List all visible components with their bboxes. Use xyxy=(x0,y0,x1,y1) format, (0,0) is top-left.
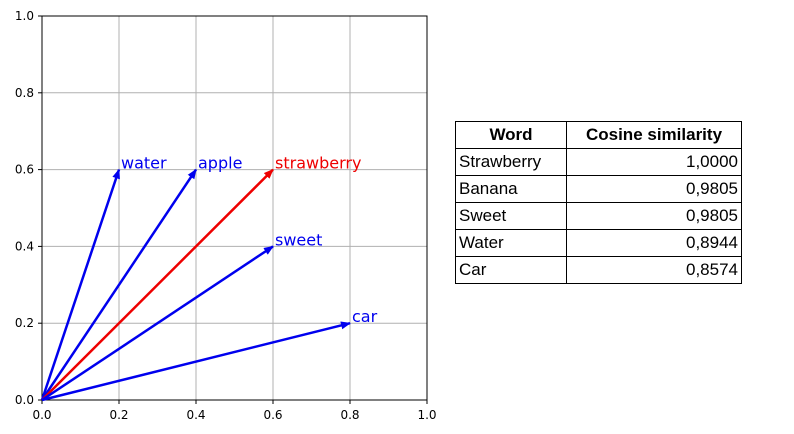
y-tick-label: 0.2 xyxy=(15,316,34,330)
row-similarity: 0,8944 xyxy=(566,229,742,257)
row-similarity: 0,8574 xyxy=(566,256,742,284)
table-row: Sweet 0,9805 xyxy=(455,202,742,230)
vectors: water apple strawberry sweet car xyxy=(40,154,378,402)
y-tick-label: 0.4 xyxy=(15,239,34,253)
table-row: Water 0,8944 xyxy=(455,229,742,257)
row-word: Sweet xyxy=(455,202,567,230)
vector-strawberry xyxy=(41,168,274,401)
vector-label-water: water xyxy=(121,154,167,173)
column-header-cosine-similarity: Cosine similarity xyxy=(566,121,742,149)
y-tick-label: 0.6 xyxy=(15,163,34,177)
vector-sweet xyxy=(41,245,274,402)
row-similarity: 0,9805 xyxy=(566,175,742,203)
table-header-row: Word Cosine similarity xyxy=(455,121,742,149)
y-tick-label: 0.0 xyxy=(15,393,34,407)
row-similarity: 1,0000 xyxy=(566,148,742,176)
table-row: Banana 0,9805 xyxy=(455,175,742,203)
vector-water xyxy=(40,168,121,401)
table-row: Car 0,8574 xyxy=(455,256,742,284)
table-row: Strawberry 1,0000 xyxy=(455,148,742,176)
vector-label-strawberry: strawberry xyxy=(275,154,361,173)
vector-label-sweet: sweet xyxy=(275,230,322,249)
x-tick-label: 0.8 xyxy=(340,408,359,422)
column-header-word: Word xyxy=(455,121,567,149)
similarity-table: Word Cosine similarity Strawberry 1,0000… xyxy=(455,121,742,284)
vector-label-apple: apple xyxy=(198,154,242,173)
plot-frame xyxy=(41,15,428,401)
row-word: Strawberry xyxy=(455,148,567,176)
vector-plot: 0.0 0.2 0.4 0.6 0.8 1.0 0.0 0.2 0.4 0.6 0.8 1.0 wat… xyxy=(15,9,437,422)
x-tick-label: 0.6 xyxy=(263,408,282,422)
x-tick-label: 0.4 xyxy=(186,408,205,422)
grid xyxy=(42,16,427,400)
axis-ticks: 0.0 0.2 0.4 0.6 0.8 1.0 0.0 0.2 0.4 0.6 0.8 1.0 xyxy=(15,9,437,422)
vector-label-car: car xyxy=(352,307,378,326)
row-word: Water xyxy=(455,229,567,257)
vector-apple xyxy=(40,168,198,401)
row-similarity: 0,9805 xyxy=(566,202,742,230)
x-tick-label: 0.0 xyxy=(32,408,51,422)
x-tick-label: 0.2 xyxy=(109,408,128,422)
y-tick-label: 1.0 xyxy=(15,9,34,23)
row-word: Car xyxy=(455,256,567,284)
vector-car xyxy=(41,321,351,402)
x-tick-label: 1.0 xyxy=(417,408,436,422)
y-tick-label: 0.8 xyxy=(15,86,34,100)
row-word: Banana xyxy=(455,175,567,203)
